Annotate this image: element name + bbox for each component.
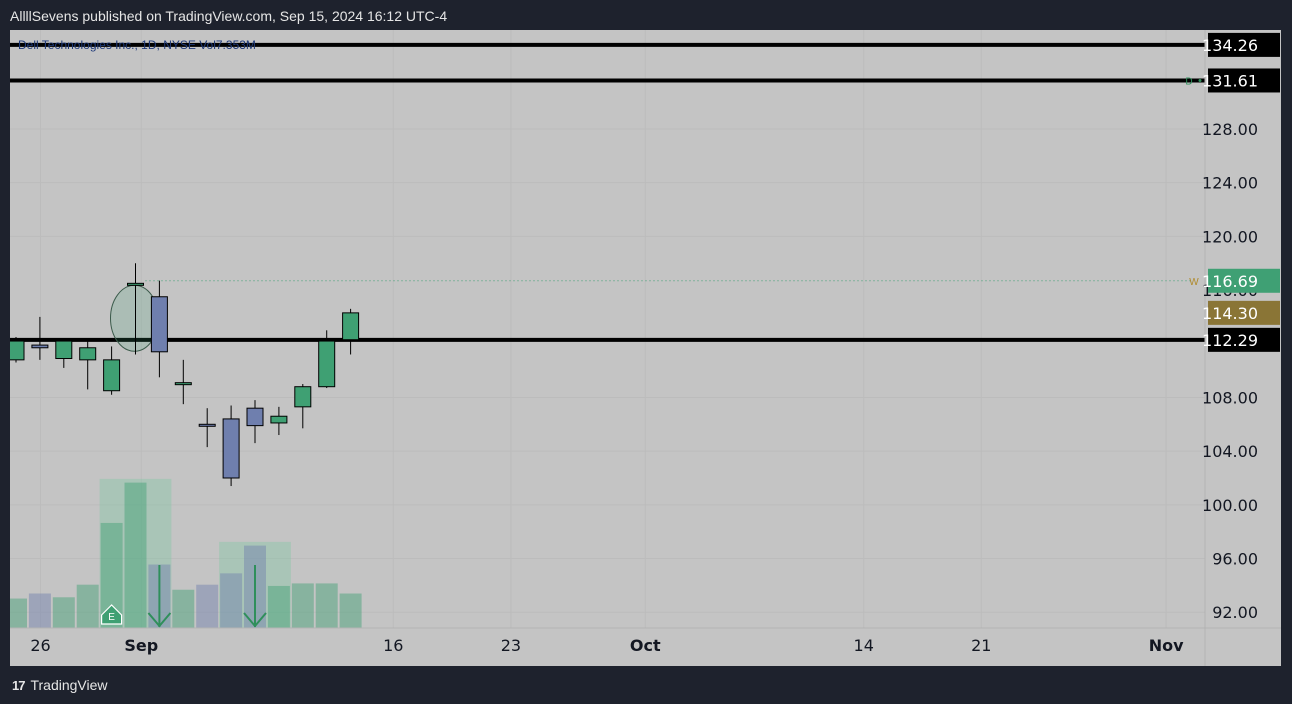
earnings-icon: [101, 604, 123, 625]
candle-body: [198, 423, 216, 427]
grid: [10, 30, 1205, 628]
time-tick-label: Nov: [1149, 636, 1184, 655]
arrow-down-head: [147, 612, 172, 628]
candle-body: [55, 340, 73, 360]
candles: [10, 263, 360, 487]
time-tick-label: Sep: [124, 636, 158, 655]
level-price-tag: 131.61: [1202, 71, 1258, 90]
level-price-tag: 134.26: [1202, 36, 1258, 55]
price-tick-label: 120.00: [1202, 227, 1258, 246]
candle-body: [103, 359, 121, 392]
volume-bar: [291, 583, 314, 628]
volume-bar: [100, 522, 123, 628]
volume-bar: [339, 593, 362, 628]
volume-bar: [267, 585, 290, 628]
candle-body: [31, 344, 49, 349]
volume-bar: [76, 584, 99, 628]
volume-bar: [124, 482, 147, 628]
volume-bar: [315, 583, 338, 628]
candle-body: [150, 296, 168, 353]
price-tick-label: 100.00: [1202, 496, 1258, 515]
level-marker-label: D: [1185, 76, 1192, 87]
time-tick-label: 26: [30, 636, 50, 655]
level-price-tag-bg: [1208, 327, 1280, 352]
candle-body: [174, 382, 192, 386]
candle-body: [127, 282, 144, 286]
time-axis[interactable]: 26 Sep 16 23 Oct 14 21 Nov: [30, 636, 1184, 655]
time-tick-label: 21: [971, 636, 991, 655]
tradingview-logo-icon: 17: [12, 677, 26, 693]
candle-body: [294, 386, 312, 408]
price-tick-label: 128.00: [1202, 120, 1258, 139]
candle-body: [318, 340, 336, 388]
candle-body: [342, 312, 360, 341]
candle-body: [79, 347, 97, 361]
close-price-tag-bg: [1208, 300, 1280, 325]
dotted-level-price-tag: 116.69: [1202, 272, 1258, 291]
volume-bar: [10, 598, 27, 628]
tradingview-footer[interactable]: 17 TradingView: [12, 677, 108, 693]
tradingview-brand: TradingView: [30, 677, 108, 693]
price-tags: 134.26 131.61 112.29 116.69 114.30: [1202, 32, 1280, 352]
candle-body: [246, 407, 264, 427]
earnings-icon-label: E: [108, 612, 115, 623]
candlestick-chart[interactable]: DW E 128.00124.00120.00108.00104.00100.0…: [10, 30, 1281, 666]
level-price-tag-bg: [1208, 32, 1280, 57]
volume-bar: [28, 593, 51, 628]
volume-bar: [172, 589, 195, 628]
candle-body: [222, 418, 240, 479]
close-price-tag: 114.30: [1202, 304, 1258, 323]
volume-bar: [52, 597, 75, 628]
dotted-level-price-tag-bg: [1208, 268, 1280, 293]
volume-bar: [196, 584, 219, 628]
level-price-tag-bg: [1208, 68, 1280, 93]
volume-bar: [220, 573, 243, 628]
time-tick-label: Oct: [630, 636, 661, 655]
price-tick-label: 124.00: [1202, 174, 1258, 193]
candle-body: [10, 340, 25, 361]
price-tick-label: 92.00: [1212, 603, 1258, 622]
dotted-level-marker: W: [1189, 277, 1199, 288]
price-tick-label: 108.00: [1202, 388, 1258, 407]
level-price-tag: 112.29: [1202, 331, 1258, 350]
price-tick-label: 104.00: [1202, 442, 1258, 461]
level-marker-dot: [1198, 78, 1202, 82]
annotations: E: [101, 565, 267, 628]
candle-body: [270, 415, 288, 424]
time-tick-label: 16: [383, 636, 403, 655]
time-tick-label: 14: [854, 636, 874, 655]
time-tick-label: 23: [501, 636, 521, 655]
price-axis[interactable]: 128.00 124.00 120.00 108.00 104.00 100.00 96.0…: [1202, 120, 1258, 622]
arrow-down-head: [243, 612, 267, 628]
price-tick-label: 96.00: [1212, 550, 1258, 569]
publisher-header: AllllSevens published on TradingView.com…: [10, 8, 448, 24]
horizontal-levels[interactable]: DW: [10, 42, 1205, 342]
symbol-legend[interactable]: Dell Technologies Inc., 1D, NYSE Vol7.35…: [18, 38, 256, 52]
